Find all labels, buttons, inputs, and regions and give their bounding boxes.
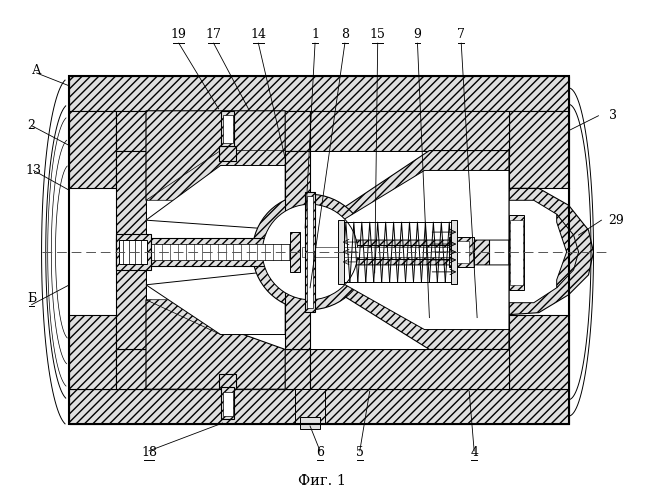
Polygon shape [557,214,579,288]
Polygon shape [310,350,509,389]
Polygon shape [146,270,285,334]
Text: 1: 1 [311,28,319,41]
Polygon shape [310,275,509,349]
Bar [70,76,569,424]
Polygon shape [146,111,285,200]
Bar [310,150,509,350]
Bar [338,220,344,284]
Polygon shape [509,188,593,314]
Polygon shape [509,200,575,302]
Polygon shape [146,166,285,230]
Polygon shape [285,266,310,349]
Text: 9: 9 [413,28,421,41]
Text: 17: 17 [206,28,221,41]
Text: 5: 5 [356,446,364,459]
Bar [454,241,469,263]
Bar [116,234,151,270]
Polygon shape [116,350,310,389]
Bar [221,387,235,419]
Polygon shape [146,300,285,389]
Polygon shape [70,188,116,314]
Text: 15: 15 [370,28,386,41]
Polygon shape [310,265,509,330]
Bar [451,220,457,284]
Text: 7: 7 [457,28,465,41]
Polygon shape [70,389,569,424]
Bar [146,150,285,350]
Polygon shape [310,111,509,150]
Bar [307,196,313,308]
Polygon shape [310,170,509,240]
Bar [119,240,147,264]
Polygon shape [116,150,146,350]
Bar [223,115,232,142]
Polygon shape [285,150,310,350]
Polygon shape [146,150,285,200]
Circle shape [252,194,368,310]
Polygon shape [116,111,310,150]
Bar [300,245,454,259]
Bar [290,232,300,272]
Bar [300,417,320,429]
Polygon shape [310,150,509,230]
Polygon shape [509,111,569,389]
Bar [305,192,315,312]
Text: 19: 19 [171,28,187,41]
Polygon shape [70,76,569,111]
Bar [221,111,235,146]
Polygon shape [510,220,523,285]
Text: 14: 14 [250,28,266,41]
Bar [450,237,474,267]
Bar [116,238,489,266]
Text: Фиг. 1: Фиг. 1 [298,474,346,488]
Bar [146,244,290,260]
Bar [223,392,232,416]
Text: 6: 6 [316,446,324,459]
Bar [219,146,237,160]
Bar [219,374,237,389]
Text: 18: 18 [141,446,157,459]
Text: 3: 3 [610,110,617,122]
Polygon shape [70,111,116,389]
Text: 13: 13 [26,164,42,177]
Text: Б: Б [27,292,36,304]
Text: 2: 2 [28,119,35,132]
Circle shape [263,204,358,300]
Bar [302,247,452,257]
Text: 4: 4 [470,446,478,459]
Text: А: А [32,64,41,78]
Polygon shape [146,300,285,334]
Bar [295,389,325,424]
Text: 29: 29 [608,214,624,226]
Polygon shape [285,150,310,238]
Bar [146,244,290,260]
Text: 8: 8 [341,28,349,41]
Polygon shape [509,215,524,290]
Polygon shape [509,188,569,314]
